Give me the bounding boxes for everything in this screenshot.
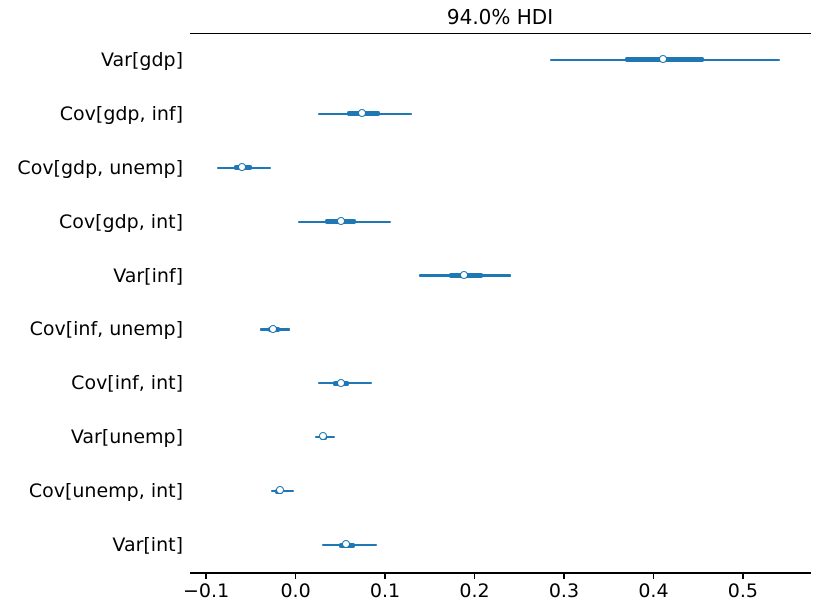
median-point-marker (337, 216, 346, 225)
median-point-marker (269, 324, 278, 333)
y-tick-label: Var[int] (112, 534, 183, 557)
x-tick-mark (473, 573, 476, 579)
x-tick-mark (563, 573, 565, 579)
y-tick-label: Cov[unemp, int] (28, 480, 183, 503)
y-tick-label: Cov[gdp, inf] (59, 102, 183, 125)
x-tick-label: 0.3 (548, 580, 580, 602)
median-point-marker (459, 270, 468, 279)
y-tick-label: Cov[inf, int] (71, 372, 183, 395)
y-tick-label: Var[inf] (113, 264, 183, 287)
y-tick-label: Var[unemp] (70, 426, 183, 449)
x-tick-mark (205, 573, 207, 579)
y-tick-label: Cov[gdp, int] (59, 210, 183, 233)
chart-title: 94.0% HDI (446, 5, 554, 29)
x-tick-mark (294, 573, 297, 579)
bottom-spine (190, 572, 811, 574)
x-tick-label: 0.5 (727, 580, 758, 602)
median-point-marker (237, 162, 246, 171)
median-point-marker (659, 55, 668, 64)
y-tick-label: Var[gdp] (101, 48, 183, 71)
x-tick-label: −0.1 (183, 580, 230, 602)
median-point-marker (275, 486, 284, 495)
plot-area (190, 33, 810, 572)
x-tick-label: 0.2 (459, 580, 490, 602)
x-tick-label: 0.1 (369, 580, 401, 602)
median-point-marker (337, 378, 346, 387)
median-point-marker (357, 109, 366, 118)
y-tick-label: Cov[gdp, unemp] (17, 156, 183, 179)
median-point-marker (341, 540, 350, 549)
median-point-marker (318, 432, 327, 441)
x-tick-mark (742, 573, 744, 579)
x-tick-mark (384, 573, 386, 579)
x-tick-label: 0.4 (638, 580, 669, 602)
top-spine (190, 32, 811, 34)
x-tick-label: 0.0 (280, 580, 311, 602)
x-tick-mark (652, 573, 655, 579)
y-tick-label: Cov[inf, unemp] (29, 318, 183, 341)
